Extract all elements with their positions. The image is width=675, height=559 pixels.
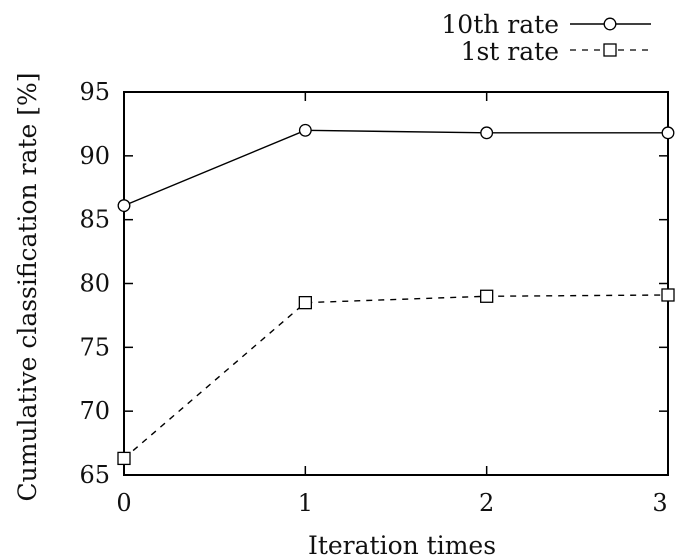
series-point-1st-rate-3 (661, 288, 675, 302)
series-point-1st-rate-1 (298, 295, 312, 310)
legend-label-10th-rate: 10th rate (441, 10, 559, 39)
x-tick-label-2: 2 (479, 489, 494, 517)
y-tick-label-90: 90 (79, 142, 110, 170)
plot-frame (123, 91, 669, 476)
y-tick-label-95: 95 (79, 78, 110, 106)
series-point-1st-rate-0 (117, 451, 131, 466)
y-axis-label: Cumulative classification rate [%] (13, 72, 42, 501)
y-axis-ticks: 65 70 75 80 85 90 95 (79, 78, 668, 489)
legend-label-1st-rate: 1st rate (461, 37, 559, 66)
series-line-10th-rate (123, 129, 668, 207)
legend-marker-10th-rate (603, 17, 617, 31)
y-tick-label-85: 85 (79, 206, 110, 234)
y-tick-label-75: 75 (79, 333, 110, 361)
series-point-10th-rate-2 (480, 126, 494, 140)
series-point-1st-rate-2 (480, 289, 494, 303)
y-tick-label-80: 80 (79, 270, 110, 298)
legend-marker-1st-rate (603, 43, 617, 57)
x-tick-label-0: 0 (116, 489, 131, 517)
series-point-10th-rate-0 (117, 199, 131, 213)
legend: 10th rate 1st rate (441, 10, 651, 66)
x-tick-label-1: 1 (298, 489, 313, 517)
series-layer (117, 123, 675, 466)
y-tick-label-65: 65 (79, 461, 110, 489)
y-tick-label-70: 70 (79, 397, 110, 425)
plot-area (123, 91, 669, 476)
series-point-10th-rate-1 (298, 123, 312, 137)
x-axis-ticks: 0 1 2 3 (116, 92, 669, 517)
x-tick-label-3: 3 (652, 489, 667, 517)
series-line-1st-rate (123, 294, 669, 459)
x-axis-label: Iteration times (308, 531, 496, 559)
series-point-10th-rate-3 (661, 126, 675, 140)
